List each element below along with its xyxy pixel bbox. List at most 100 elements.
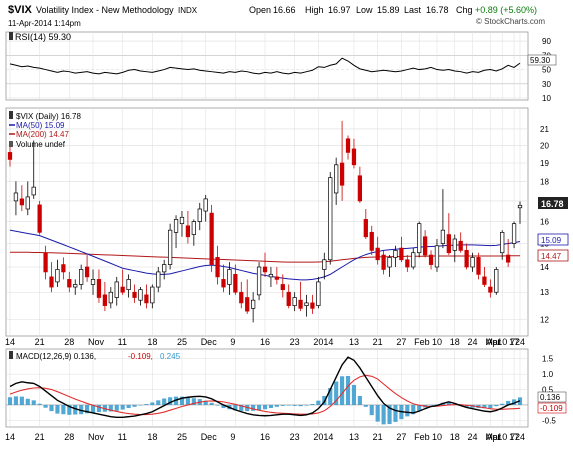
candle-body [316, 281, 321, 306]
x-tick-label-bottom: 21 [373, 432, 383, 442]
macd-histogram-bar [233, 404, 238, 411]
macd-histogram-bar [90, 404, 96, 413]
macd-histogram-bar [96, 404, 102, 413]
macd-histogram-bar [55, 404, 60, 414]
candle-body [511, 223, 517, 244]
macd-tick-label: 1.5 [542, 355, 554, 364]
x-tick-label: 23 [290, 337, 300, 347]
x-tick-label: 7 [510, 337, 515, 347]
rsi-last-value: 59.30 [530, 56, 551, 65]
candle-body [185, 225, 191, 238]
macd-histogram-bar [185, 397, 190, 405]
macd-histogram-bar [482, 404, 487, 409]
candle-body [280, 284, 285, 290]
rsi-legend-label: RSI(14) 59.30 [15, 32, 71, 42]
x-tick-label: 21 [35, 337, 45, 347]
macd-histogram-bar [13, 396, 19, 405]
macd-histogram-bar [262, 404, 268, 410]
candle-body [239, 291, 244, 304]
signal-last-box-bg [537, 402, 567, 414]
candle-body [203, 198, 208, 212]
macd-histogram-bar [43, 404, 48, 408]
macd-histogram-bar [108, 404, 113, 412]
quote-low: 15.89 [377, 5, 400, 15]
x-tick-label: 21 [373, 337, 383, 347]
rsi-plot [9, 57, 521, 75]
candle-body [114, 281, 119, 298]
candle-body [298, 299, 303, 309]
macd-histogram-bar [138, 404, 143, 406]
candle-body [120, 286, 125, 293]
price-panel [5, 107, 529, 337]
macd-histogram-bar [245, 404, 250, 412]
candle-body [452, 238, 457, 251]
rsi-tick-label: 30 [542, 80, 551, 89]
macd-histogram-bar [132, 404, 137, 407]
price-tick-label: 12 [540, 316, 549, 325]
macd-histogram-bar [446, 401, 451, 405]
candle-body [351, 148, 357, 166]
macd-histogram-bar [340, 376, 345, 405]
rsi-legend: RSI(14) 59.30 [9, 32, 71, 42]
macd-histogram-bar [268, 404, 274, 409]
macd-histogram-bar [494, 404, 499, 407]
macd-histogram-bar [363, 404, 368, 407]
legend-ma200: MA(200) 14.47 [16, 130, 69, 139]
macd-legend-macd: MACD(12,26,9) 0.136, [16, 352, 96, 361]
candle-body [405, 259, 410, 268]
macd-tick-label: -0.5 [542, 416, 556, 425]
x-tick-label: 14 [5, 337, 15, 347]
rsi-legend-swatch [9, 32, 13, 40]
macd-histogram-bar [173, 396, 179, 405]
price-tick-label: 20 [540, 142, 549, 151]
candle-body [7, 152, 13, 160]
macd-legend: MACD(12,26,9) 0.136, -0.109, 0.245 [9, 351, 181, 361]
macd-last-value: 0.136 [540, 393, 561, 402]
candle-body [84, 266, 90, 278]
candle-body [310, 302, 315, 309]
price-last-boxes: 16.78 15.09 14.47 [537, 197, 569, 262]
x-tick-label-bottom: 10 [497, 432, 507, 442]
price-last-box-bg [538, 197, 568, 209]
macd-histogram-bar [464, 404, 469, 408]
candle-body [126, 279, 131, 290]
macd-histogram-bar [411, 404, 416, 415]
candle-body [322, 259, 327, 270]
quote-last-label: Last [404, 5, 422, 15]
candle-body [440, 229, 446, 244]
candle-body [43, 252, 48, 273]
legend-price: $VIX (Daily) 16.78 [16, 112, 81, 121]
quote-open-label: Open [249, 5, 271, 15]
quote-high: 16.97 [328, 5, 351, 15]
quote-chg-label: Chg [456, 5, 473, 15]
candle-body [102, 294, 108, 306]
x-tick-label: 18 [450, 337, 460, 347]
x-tick-label: 24 [468, 337, 478, 347]
candle-body [286, 291, 291, 306]
x-tick-label: 10 [432, 337, 442, 347]
macd-histogram-bar [310, 404, 315, 405]
macd-histogram-bar [298, 404, 303, 407]
candle-body [274, 276, 279, 280]
macd-histogram-bar [488, 404, 493, 409]
macd-histogram-bar [428, 404, 434, 406]
candle-body [262, 266, 268, 273]
macd-histogram-bar [316, 400, 321, 405]
candle-body [428, 254, 434, 265]
x-tick-label-bottom: 2014 [313, 432, 333, 442]
quote-last: 16.78 [426, 5, 449, 15]
candle-body [215, 257, 220, 278]
x-tick-label: 16 [260, 337, 270, 347]
candle-body [79, 269, 84, 285]
macd-histogram-bar [375, 404, 380, 422]
rsi-tick-label: 90 [542, 37, 551, 46]
x-tick-label-bottom: 13 [349, 432, 359, 442]
quote-chg: +0.89 (+5.60%) [475, 5, 537, 15]
candle-body [96, 279, 102, 298]
x-tick-label-bottom: 18 [450, 432, 460, 442]
watermark: © StockCharts.com [476, 17, 545, 26]
candle-body [233, 274, 238, 293]
legend-ma50: MA(50) 15.09 [16, 121, 65, 130]
macd-histogram-bar [500, 403, 505, 405]
